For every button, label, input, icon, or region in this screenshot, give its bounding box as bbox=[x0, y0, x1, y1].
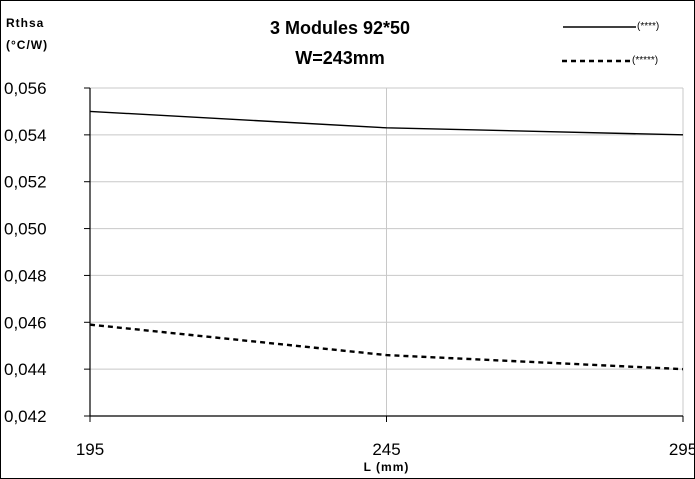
x-tick-label: 195 bbox=[76, 440, 104, 459]
series-line-solid bbox=[89, 110, 684, 136]
y-tick-label: 0,054 bbox=[4, 126, 47, 145]
y-axis-label-line-1: Rthsa bbox=[6, 16, 45, 30]
y-tick-label: 0,052 bbox=[4, 173, 47, 192]
legend-label-dashed: (*****) bbox=[632, 55, 659, 66]
x-axis-label: L (mm) bbox=[364, 460, 410, 474]
legend-label-solid: (****) bbox=[637, 21, 660, 32]
series-line-dashed bbox=[89, 323, 684, 371]
y-tick-label: 0,044 bbox=[4, 360, 47, 379]
y-tick-label: 0,048 bbox=[4, 266, 47, 285]
x-tick-label: 295 bbox=[669, 440, 695, 459]
x-tick-label: 245 bbox=[372, 440, 400, 459]
y-tick-label: 0,056 bbox=[4, 79, 47, 98]
y-tick-label: 0,050 bbox=[4, 220, 47, 239]
y-axis-label-line-2: (°C/W) bbox=[6, 38, 49, 52]
chart-title-line-1: 3 Modules 92*50 bbox=[269, 18, 411, 38]
chart-title-line-2: W=243mm bbox=[295, 48, 385, 68]
y-tick-label: 0,042 bbox=[4, 407, 47, 426]
y-tick-label: 0,046 bbox=[4, 313, 47, 332]
